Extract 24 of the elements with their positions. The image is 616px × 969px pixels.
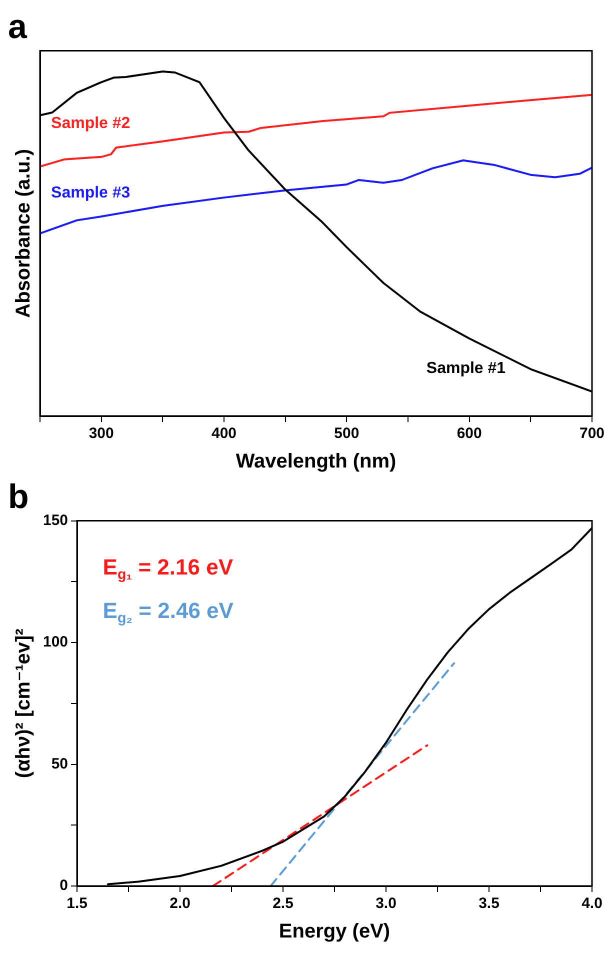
y-tick-label: 100	[42, 634, 68, 651]
y-axis-title: Absorbance (a.u.)	[12, 148, 35, 318]
x-tick-label: 300	[88, 425, 114, 442]
x-tick-label: 4.0	[582, 895, 602, 912]
x-tick-label: 700	[579, 425, 605, 442]
x-tick-label: 600	[456, 425, 482, 442]
y-tick-label: 50	[51, 755, 68, 772]
x-tick-label: 1.5	[66, 895, 88, 912]
series-label: Sample #1	[426, 360, 506, 377]
y-axis-title: (αhν)² [cm⁻¹ev]²	[12, 628, 35, 778]
series-label: Sample #2	[51, 115, 130, 132]
x-tick-label: 3.0	[376, 895, 396, 912]
x-tick-label: 3.5	[478, 895, 500, 912]
y-tick-label: 150	[42, 512, 68, 529]
x-axis-title: Energy (eV)	[278, 920, 390, 943]
chart-title: a	[8, 8, 28, 46]
y-tick-label: 0	[60, 877, 68, 894]
x-tick-label: 2.5	[272, 895, 294, 912]
x-tick-label: 400	[211, 425, 237, 442]
x-tick-label: 2.0	[170, 895, 190, 912]
series-label: Sample #3	[51, 184, 130, 202]
x-tick-label: 500	[334, 425, 360, 442]
chart-title: b	[8, 478, 29, 516]
x-axis-title: Wavelength (nm)	[236, 450, 396, 473]
